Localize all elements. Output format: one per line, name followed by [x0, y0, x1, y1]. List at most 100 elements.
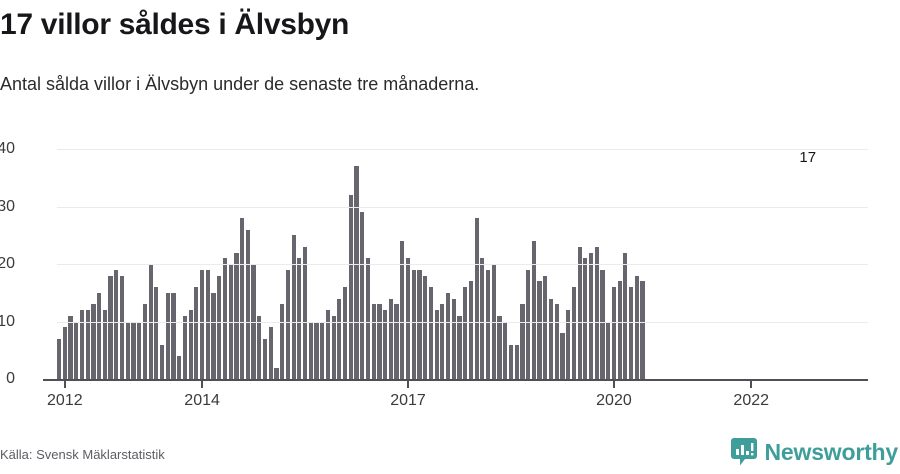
bar[interactable] [520, 304, 525, 379]
bar[interactable] [594, 246, 599, 379]
bar[interactable] [79, 310, 85, 379]
bar[interactable] [617, 281, 622, 379]
bar[interactable] [577, 246, 582, 379]
bar[interactable] [97, 292, 102, 379]
bar[interactable] [245, 229, 250, 379]
bar[interactable] [119, 275, 125, 379]
bar[interactable] [497, 315, 502, 379]
bar[interactable] [451, 298, 456, 379]
bar[interactable] [337, 298, 342, 379]
bar[interactable] [423, 275, 428, 379]
bar[interactable] [583, 258, 588, 379]
bar[interactable] [320, 321, 325, 379]
bar[interactable] [142, 304, 147, 379]
bar[interactable] [331, 315, 336, 379]
bar[interactable] [274, 367, 279, 379]
bar[interactable] [217, 275, 222, 379]
bar[interactable] [314, 321, 319, 379]
bar[interactable] [508, 344, 514, 379]
bar[interactable] [394, 304, 399, 379]
bar[interactable] [348, 195, 353, 379]
bar[interactable] [480, 258, 485, 379]
bar[interactable] [514, 344, 519, 379]
bar[interactable] [445, 292, 451, 379]
bar[interactable] [537, 281, 542, 379]
bar[interactable] [205, 269, 210, 379]
bar[interactable] [291, 235, 296, 379]
bar[interactable] [634, 275, 639, 379]
bar[interactable] [171, 292, 176, 379]
bar[interactable] [503, 321, 508, 379]
bar[interactable] [262, 338, 268, 379]
bar[interactable] [114, 269, 119, 379]
bar[interactable] [548, 298, 554, 379]
newsworthy-logo[interactable]: Newsworthy [730, 438, 898, 466]
bar[interactable] [474, 218, 479, 379]
bar[interactable] [280, 304, 285, 379]
bar[interactable] [526, 269, 531, 379]
bar[interactable] [85, 310, 90, 379]
bar[interactable] [623, 252, 628, 379]
bar[interactable] [629, 287, 634, 379]
bar[interactable] [165, 292, 170, 379]
bar[interactable] [371, 304, 376, 379]
bar[interactable] [211, 292, 216, 379]
bar[interactable] [154, 287, 159, 379]
bar[interactable] [131, 321, 136, 379]
bar[interactable] [188, 310, 193, 379]
bar[interactable] [68, 315, 73, 379]
bar[interactable] [640, 281, 645, 379]
bar[interactable] [434, 310, 439, 379]
bar[interactable] [463, 287, 468, 379]
bar[interactable] [240, 218, 245, 379]
bar[interactable] [383, 310, 388, 379]
bar[interactable] [285, 269, 290, 379]
bar[interactable] [411, 269, 416, 379]
bar[interactable] [600, 269, 605, 379]
bar[interactable] [297, 258, 302, 379]
bar[interactable] [57, 338, 62, 379]
bar[interactable] [343, 287, 348, 379]
bar[interactable] [400, 241, 405, 379]
bar[interactable] [388, 298, 393, 379]
bar[interactable] [102, 310, 107, 379]
bar[interactable] [200, 269, 205, 379]
bar[interactable] [377, 304, 382, 379]
bar[interactable] [531, 241, 536, 379]
bar[interactable] [137, 321, 142, 379]
bar[interactable] [222, 258, 228, 379]
bar[interactable] [308, 321, 313, 379]
bar[interactable] [543, 275, 548, 379]
bar[interactable] [486, 269, 491, 379]
bar[interactable] [177, 356, 182, 379]
bar[interactable] [302, 246, 308, 379]
bar[interactable] [606, 321, 611, 379]
bar[interactable] [325, 310, 331, 379]
bar[interactable] [571, 287, 576, 379]
bar[interactable] [159, 344, 165, 379]
bar[interactable] [365, 258, 371, 379]
bar[interactable] [560, 333, 565, 379]
bar[interactable] [468, 281, 474, 379]
bar[interactable] [268, 327, 273, 379]
bar[interactable] [588, 252, 594, 379]
bar[interactable] [182, 315, 188, 379]
bar[interactable] [428, 287, 433, 379]
bar[interactable] [440, 304, 445, 379]
bar[interactable] [554, 304, 559, 379]
bar[interactable] [360, 212, 365, 379]
bar[interactable] [566, 310, 571, 379]
bar[interactable] [91, 304, 96, 379]
bar[interactable] [108, 275, 113, 379]
bar[interactable] [234, 252, 239, 379]
bar[interactable] [457, 315, 462, 379]
bar[interactable] [194, 287, 199, 379]
bar[interactable] [257, 315, 262, 379]
bar[interactable] [74, 321, 79, 379]
bar[interactable] [417, 269, 422, 379]
bar[interactable] [62, 327, 67, 379]
bar[interactable] [354, 166, 359, 379]
bar[interactable] [611, 287, 617, 379]
bar[interactable] [405, 258, 411, 379]
bar[interactable] [125, 321, 130, 379]
